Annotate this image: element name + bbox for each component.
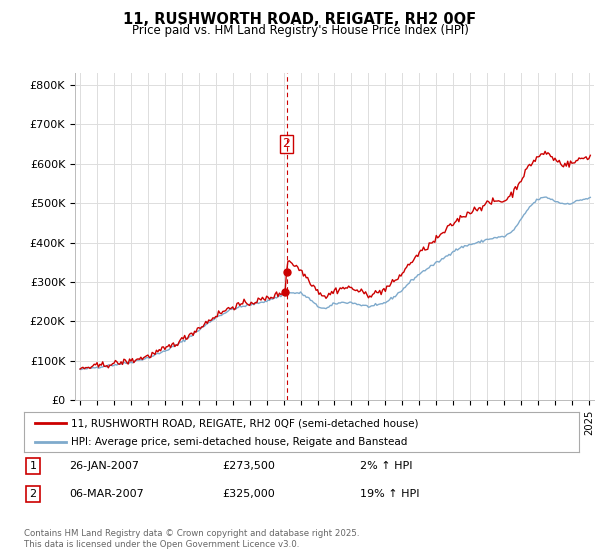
Text: 19% ↑ HPI: 19% ↑ HPI	[360, 489, 419, 499]
Text: 2: 2	[283, 137, 290, 150]
Text: Contains HM Land Registry data © Crown copyright and database right 2025.
This d: Contains HM Land Registry data © Crown c…	[24, 529, 359, 549]
Text: 1: 1	[29, 461, 37, 471]
Text: HPI: Average price, semi-detached house, Reigate and Banstead: HPI: Average price, semi-detached house,…	[71, 437, 407, 447]
Text: 11, RUSHWORTH ROAD, REIGATE, RH2 0QF: 11, RUSHWORTH ROAD, REIGATE, RH2 0QF	[124, 12, 476, 27]
Text: £325,000: £325,000	[222, 489, 275, 499]
Text: 2: 2	[29, 489, 37, 499]
Text: £273,500: £273,500	[222, 461, 275, 471]
Text: 06-MAR-2007: 06-MAR-2007	[69, 489, 144, 499]
Text: Price paid vs. HM Land Registry's House Price Index (HPI): Price paid vs. HM Land Registry's House …	[131, 24, 469, 37]
Text: 11, RUSHWORTH ROAD, REIGATE, RH2 0QF (semi-detached house): 11, RUSHWORTH ROAD, REIGATE, RH2 0QF (se…	[71, 418, 419, 428]
Text: 26-JAN-2007: 26-JAN-2007	[69, 461, 139, 471]
Text: 2% ↑ HPI: 2% ↑ HPI	[360, 461, 413, 471]
